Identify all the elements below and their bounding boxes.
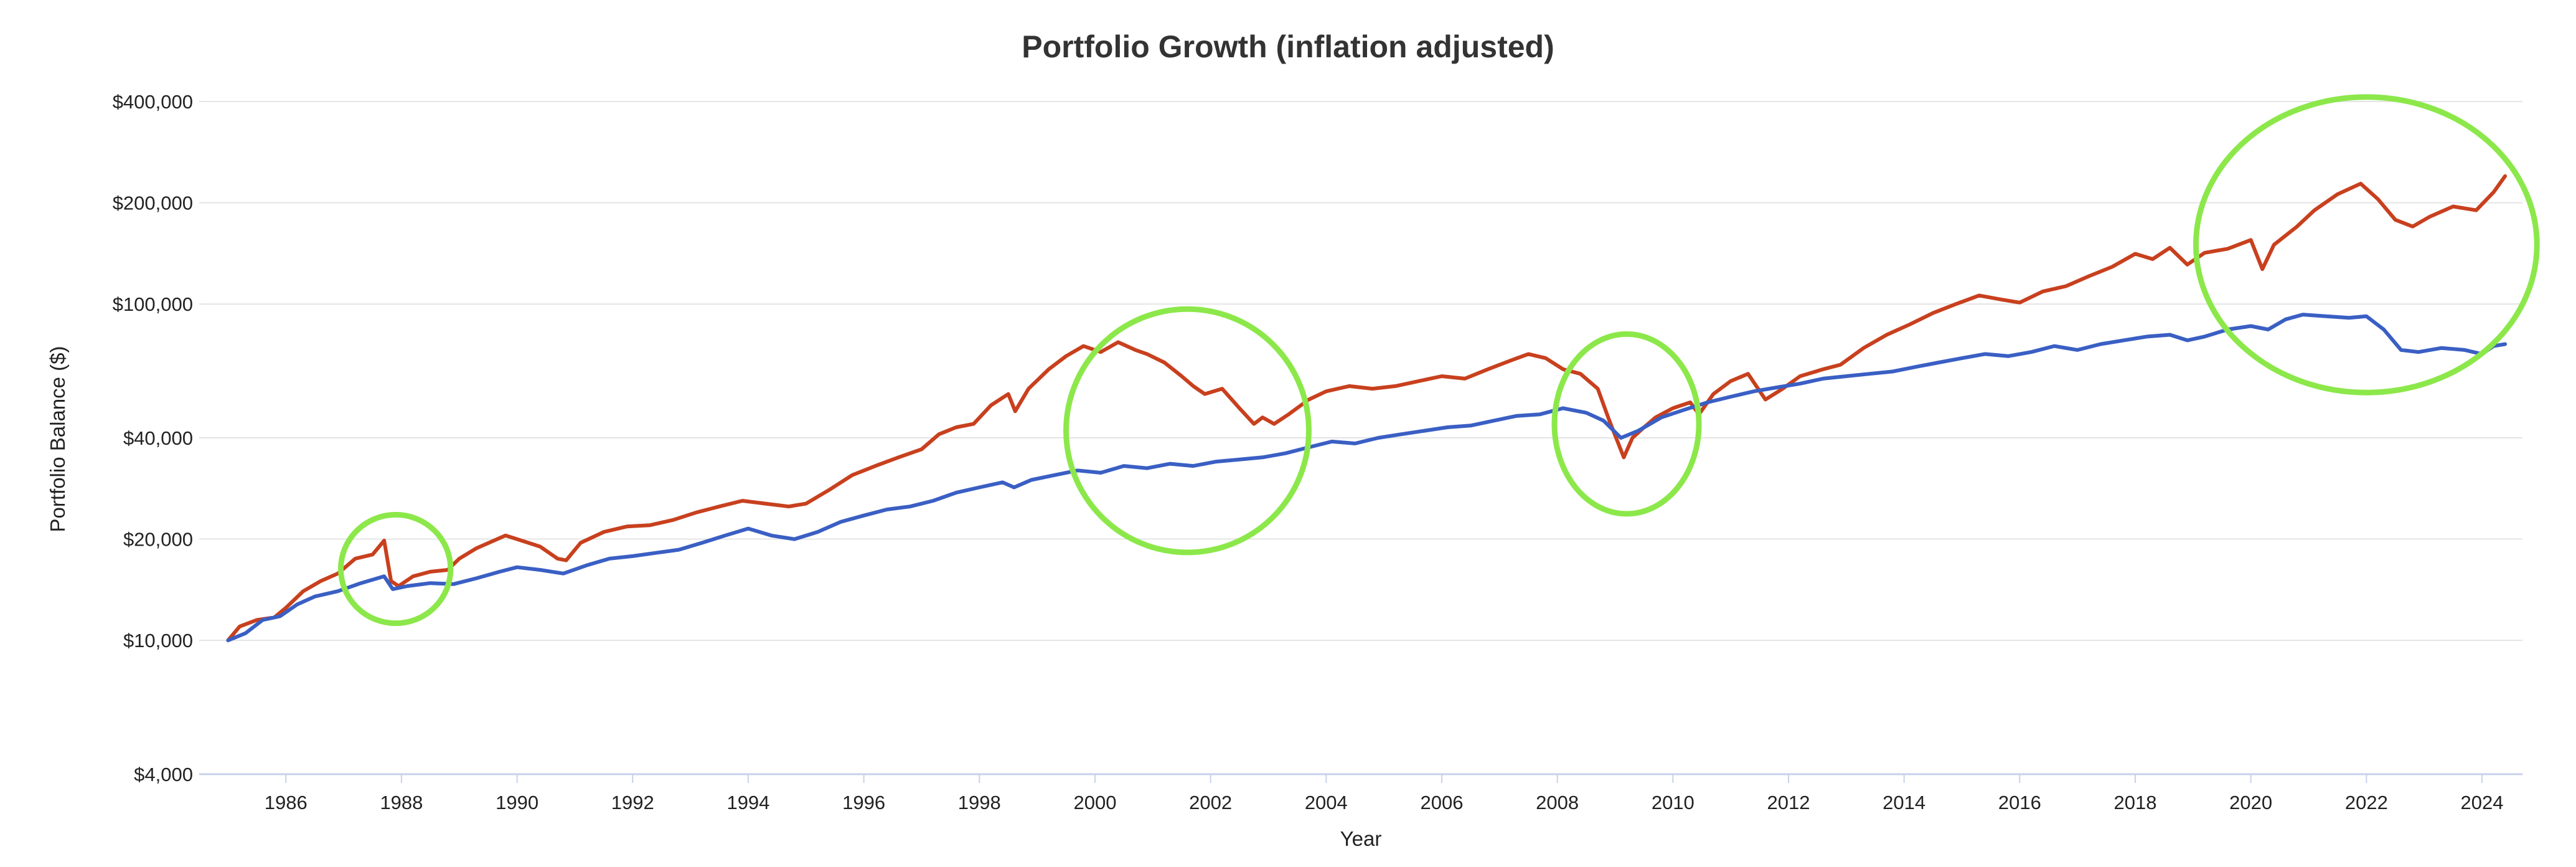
x-tick-label: 1992 [611, 792, 654, 813]
x-tick-label: 2000 [1073, 792, 1116, 813]
x-tick-label: 2018 [2114, 792, 2157, 813]
gridlines [199, 101, 2522, 775]
x-tick-label: 2022 [2345, 792, 2388, 813]
x-tick-label: 2024 [2461, 792, 2504, 813]
x-tick-label: 2006 [1420, 792, 1463, 813]
y-tick-label: $40,000 [123, 427, 193, 449]
x-tick-label: 2008 [1536, 792, 1579, 813]
y-tick-label: $100,000 [113, 293, 193, 315]
x-tick-label: 2012 [1767, 792, 1810, 813]
y-tick-label: $20,000 [123, 529, 193, 551]
y-tick-label: $200,000 [113, 192, 193, 214]
x-tick-label: 2016 [1998, 792, 2041, 813]
y-tick-label: $10,000 [123, 630, 193, 651]
x-tick-label: 2002 [1189, 792, 1232, 813]
x-axis-ticks: 1986 1988 1990 1992 1994 1996 1998 2000 2002 2004… [265, 774, 2504, 813]
x-tick-label: 1996 [842, 792, 885, 813]
highlight-ellipse-1 [337, 511, 454, 627]
x-tick-label: 1990 [496, 792, 538, 813]
x-tick-label: 2010 [1652, 792, 1695, 813]
highlight-annotations [337, 94, 2540, 627]
y-tick-label: $4,000 [134, 764, 193, 785]
x-tick-label: 1994 [726, 792, 769, 813]
series-line-1 [226, 174, 2508, 643]
chart-title: Portfolio Growth (inflation adjusted) [1022, 29, 1554, 64]
x-tick-label: 1986 [265, 792, 308, 813]
x-tick-label: 2004 [1305, 792, 1348, 813]
x-tick-label: 2014 [1883, 792, 1925, 813]
y-axis-label: Portfolio Balance ($) [46, 346, 69, 533]
x-tick-label: 1988 [380, 792, 423, 813]
y-tick-label: $400,000 [113, 91, 193, 113]
y-axis-ticks: $4,000 $10,000 $20,000 $40,000 $100,000 $200,… [113, 91, 193, 785]
highlight-ellipse-3 [1551, 331, 1702, 517]
series-line-2 [226, 313, 2508, 643]
x-tick-label: 1998 [958, 792, 1001, 813]
x-axis-label: Year [1340, 827, 1382, 850]
highlight-ellipse-2 [1063, 306, 1312, 556]
series-lines [226, 174, 2508, 643]
highlight-ellipse-4 [2193, 94, 2540, 396]
x-tick-label: 2020 [2229, 792, 2272, 813]
